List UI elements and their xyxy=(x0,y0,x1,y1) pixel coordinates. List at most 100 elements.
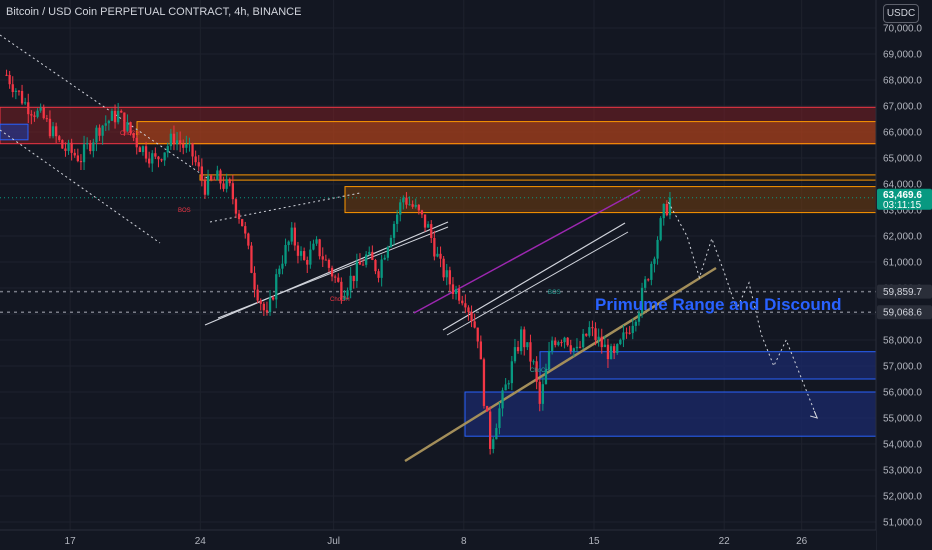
candle-body xyxy=(653,258,656,264)
candle-down xyxy=(377,268,380,283)
candle-up xyxy=(668,191,672,220)
candle-body xyxy=(541,384,544,404)
y-tick-label: 54,000.0 xyxy=(883,440,922,451)
candle-body xyxy=(368,251,371,255)
candle-down xyxy=(194,150,197,166)
structure-label: ChoCH xyxy=(330,297,350,303)
x-tick-label: 22 xyxy=(719,536,731,547)
candle-body xyxy=(61,140,64,149)
candle-up xyxy=(634,319,637,332)
candle-body xyxy=(250,245,253,273)
candle-body xyxy=(312,243,315,250)
candle-up xyxy=(141,145,145,156)
candle-body xyxy=(33,115,36,117)
candle-down xyxy=(113,104,117,129)
candle-down xyxy=(327,258,331,273)
candle-body xyxy=(120,110,123,113)
candle-body xyxy=(213,179,216,181)
candle-up xyxy=(547,341,551,371)
candle-down xyxy=(272,295,275,301)
channel-line-lower xyxy=(204,221,449,326)
candle-up xyxy=(588,321,591,338)
candle-body xyxy=(402,197,405,203)
candle-body xyxy=(392,223,396,238)
x-tick-label: Jul xyxy=(327,536,340,547)
candle-down xyxy=(61,139,64,149)
candle-body xyxy=(216,170,219,181)
candle-up xyxy=(365,251,368,268)
candle-down xyxy=(33,111,36,122)
candle-down xyxy=(361,259,365,266)
candle-down xyxy=(120,109,123,113)
candle-down xyxy=(442,255,445,281)
support-line xyxy=(404,266,717,463)
purple-line xyxy=(413,189,641,314)
candle-body xyxy=(458,288,461,301)
candle-body xyxy=(374,259,377,272)
candle-up xyxy=(368,246,371,256)
candle-body xyxy=(265,310,269,313)
candle-body xyxy=(560,342,563,344)
candle-up xyxy=(163,152,166,166)
candle-body xyxy=(206,175,210,195)
candle-body xyxy=(278,268,281,275)
candle-down xyxy=(172,125,176,151)
candle-body xyxy=(588,327,591,336)
candle-up xyxy=(349,267,352,299)
candle-body xyxy=(107,120,110,124)
candle-body xyxy=(448,270,451,285)
y-tick-label: 64,000.0 xyxy=(883,180,922,191)
candle-down xyxy=(256,284,259,304)
projection-arrow-head xyxy=(810,410,819,419)
level-price-tag xyxy=(877,305,932,320)
candle-body xyxy=(268,297,272,313)
candle-up xyxy=(544,363,548,385)
candle-up xyxy=(107,119,110,131)
candle-body xyxy=(427,224,430,228)
candle-up xyxy=(603,335,606,348)
currency-button[interactable]: USDC xyxy=(883,4,919,23)
candle-body xyxy=(585,333,588,336)
candle-down xyxy=(613,343,616,360)
candle-up xyxy=(609,343,613,360)
candle-body xyxy=(185,144,188,148)
candle-down xyxy=(324,254,327,261)
candle-body xyxy=(299,251,303,256)
structure-label: BOS xyxy=(548,290,561,296)
candle-body xyxy=(420,210,424,215)
y-tick-label: 63,000.0 xyxy=(883,206,922,217)
candle-up xyxy=(290,222,293,245)
candle-body xyxy=(293,227,296,246)
candle-down xyxy=(554,337,557,348)
candle-body xyxy=(529,342,532,362)
candle-up xyxy=(532,359,535,365)
candle-body xyxy=(117,110,120,123)
candle-down xyxy=(330,265,334,282)
candle-up xyxy=(101,124,104,145)
x-tick-label: 15 xyxy=(588,536,600,547)
candle-down xyxy=(157,155,160,168)
candle-body xyxy=(20,91,24,104)
candle-down xyxy=(70,138,73,161)
candle-up xyxy=(343,290,346,301)
candle-body xyxy=(160,159,163,161)
candle-down xyxy=(374,258,377,275)
candle-up xyxy=(315,236,318,246)
candle-down xyxy=(578,341,582,349)
candle-body xyxy=(14,90,17,93)
candle-body xyxy=(597,336,600,341)
candle-body xyxy=(433,238,436,257)
candle-body xyxy=(563,337,566,343)
candle-up xyxy=(389,234,393,248)
candle-up xyxy=(495,423,498,440)
candle-body xyxy=(625,332,628,334)
candle-body xyxy=(104,123,107,126)
candle-body xyxy=(566,337,569,346)
candle-down xyxy=(241,218,244,227)
candle-up xyxy=(396,209,399,233)
candle-body xyxy=(135,137,138,148)
candle-body xyxy=(644,279,647,288)
candle-up xyxy=(206,169,210,197)
